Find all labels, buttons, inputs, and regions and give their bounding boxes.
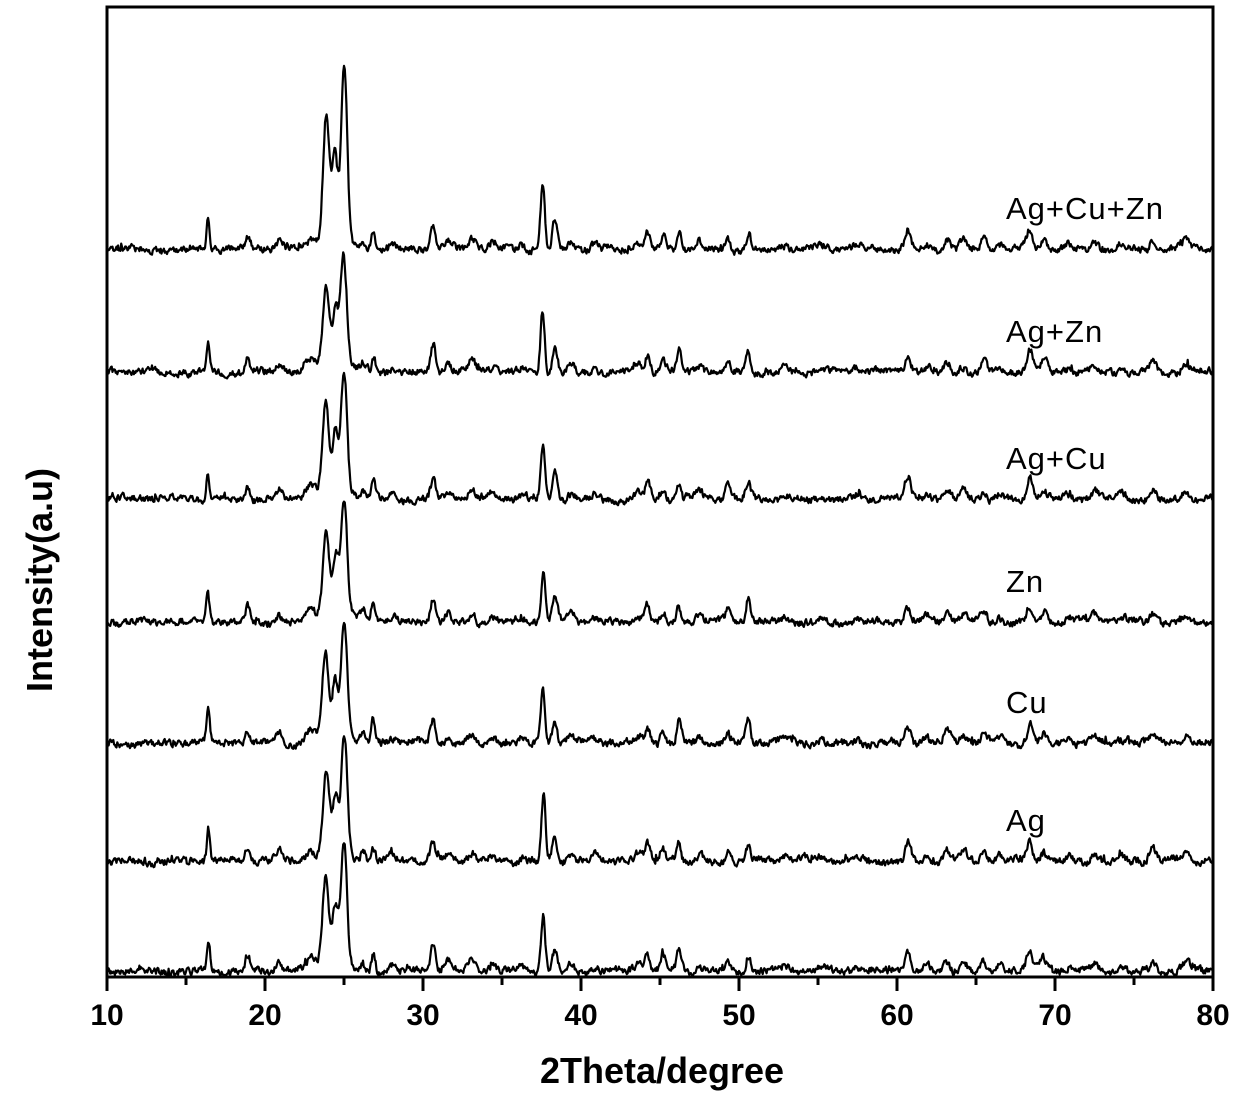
series-label-Cu: Cu	[1006, 685, 1048, 720]
y-axis-title: Intensity(a.u)	[19, 468, 60, 692]
x-tick-label: 80	[1196, 999, 1229, 1032]
series-labels: Ag Cu Zn Ag+Cu Ag+Zn Ag+Cu+Zn	[1006, 191, 1164, 838]
xrd-trace-Ag+Zn	[105, 251, 1215, 380]
x-axis-title: 2Theta/degree	[540, 1050, 784, 1091]
xrd-trace-Zn	[105, 500, 1215, 629]
xrd-trace-undoped	[105, 842, 1215, 977]
x-axis-ticks	[105, 977, 1215, 991]
x-tick-label: 30	[406, 999, 439, 1032]
x-tick-label: 10	[90, 999, 123, 1032]
series-label-Zn: Zn	[1006, 564, 1044, 599]
series-label-Ag+Cu+Zn: Ag+Cu+Zn	[1006, 191, 1164, 226]
x-tick-label: 50	[722, 999, 755, 1032]
series-label-Ag+Cu: Ag+Cu	[1006, 441, 1107, 476]
xrd-trace-Cu	[105, 621, 1215, 750]
xrd-trace-Ag+Cu+Zn	[105, 64, 1215, 256]
x-tick-label: 70	[1038, 999, 1071, 1032]
xrd-trace-Ag	[105, 735, 1215, 869]
xrd-trace-Ag+Cu	[105, 371, 1215, 507]
x-tick-label: 60	[880, 999, 913, 1032]
x-axis-tick-labels: 10 20 30 40 50 60 70 80	[90, 999, 1229, 1032]
xrd-traces	[105, 64, 1215, 977]
x-tick-label: 20	[248, 999, 281, 1032]
plot-border	[105, 5, 1215, 979]
x-tick-label: 40	[564, 999, 597, 1032]
series-label-Ag+Zn: Ag+Zn	[1006, 314, 1103, 349]
series-label-Ag: Ag	[1006, 803, 1046, 838]
